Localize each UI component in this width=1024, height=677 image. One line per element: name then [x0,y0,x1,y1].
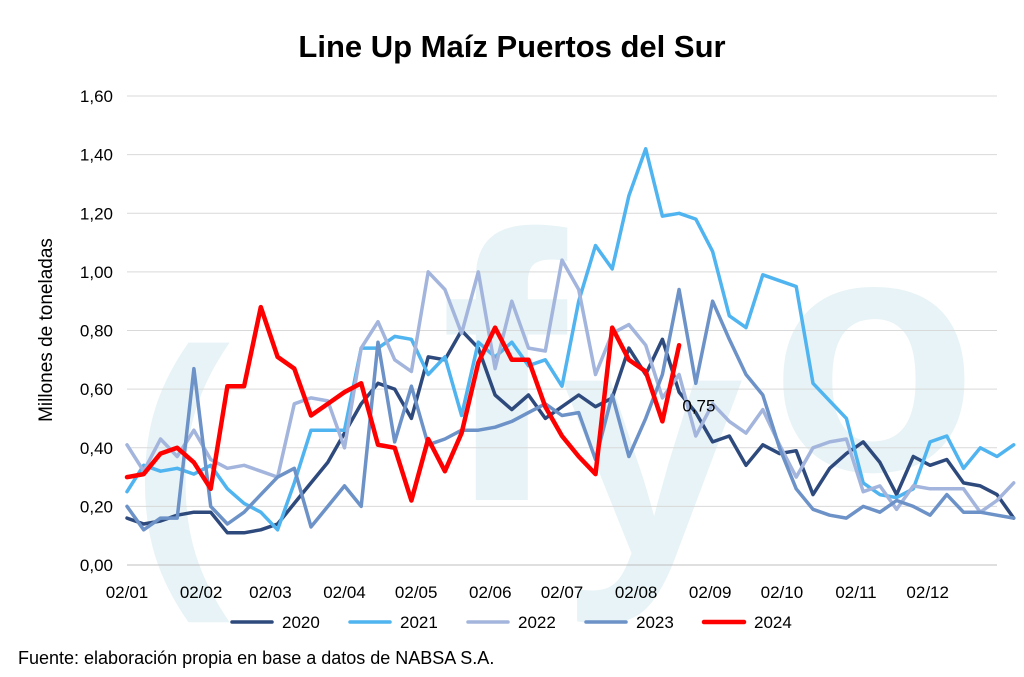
y-tick-label: 1,00 [80,263,113,282]
x-tick-label: 02/06 [469,583,512,602]
series-line-2023 [125,287,1016,532]
x-axis-ticks: 02/01 02/02 02/03 02/04 02/05 02/06 02/07 02/08… [106,583,949,602]
x-tick-label: 02/01 [106,583,149,602]
y-tick-label: 0,20 [80,497,113,516]
y-axis-title: Millones de toneladas [36,238,57,422]
y-tick-label: 1,40 [80,146,113,165]
x-tick-label: 02/08 [615,583,658,602]
legend-label-2020: 2020 [282,613,320,632]
gridlines [127,95,997,507]
y-tick-label: 1,20 [80,204,113,223]
series-line-2022 [125,258,1016,514]
chart-title: Line Up Maíz Puertos del Sur [298,29,725,64]
x-tick-label: 02/10 [761,583,804,602]
series-line-2021 [125,147,1016,532]
x-tick-label: 02/05 [395,583,438,602]
y-axis-ticks: 0,00 0,20 0,40 0,60 0,80 1,00 1,20 1,40 1,60 [80,87,113,575]
y-tick-label: 0,80 [80,322,113,341]
source-note: Fuente: elaboración propia en base a dat… [18,648,494,668]
y-tick-label: 0,40 [80,439,113,458]
legend-label-2021: 2021 [400,613,438,632]
series-line-2024 [124,304,682,503]
data-label-2024-last: 0,75 [682,396,715,415]
legend-label-2023: 2023 [636,613,674,632]
x-tick-label: 02/07 [541,583,584,602]
x-tick-label: 02/09 [689,583,732,602]
y-tick-label: 0,00 [80,556,113,575]
y-tick-label: 1,60 [80,87,113,106]
x-tick-label: 02/03 [249,583,292,602]
legend-label-2024: 2024 [754,613,792,632]
series-lines [124,147,1016,535]
y-tick-label: 0,60 [80,380,113,399]
x-tick-label: 02/04 [323,583,366,602]
svg-text:o: o [770,163,978,543]
legend: 2020 2021 2022 2023 2024 [230,613,792,632]
x-tick-label: 02/02 [180,583,223,602]
legend-label-2022: 2022 [518,613,556,632]
x-tick-label: 02/11 [835,583,876,602]
x-tick-label: 02/12 [906,583,949,602]
watermark: ( f y o [130,156,978,627]
